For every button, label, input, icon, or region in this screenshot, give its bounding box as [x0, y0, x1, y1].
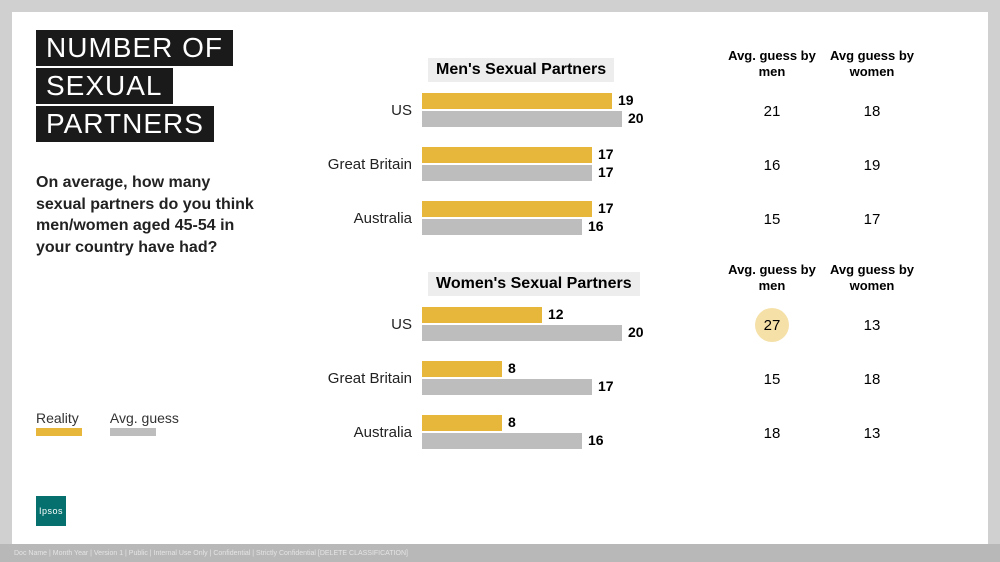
guess-value: 18 — [822, 84, 922, 138]
title-line-2: SEXUAL — [36, 68, 173, 104]
guess-col-men: Avg. guess by men 27 1518 — [722, 262, 822, 460]
row-label: Great Britain — [302, 156, 422, 173]
bar-group: 8 17 — [422, 359, 632, 397]
guess-value: 18 — [822, 352, 922, 406]
legend-reality-swatch — [36, 428, 82, 436]
bar-reality: 19 — [422, 93, 612, 109]
legend: Reality Avg. guess — [36, 410, 203, 436]
title-line-3: PARTNERS — [36, 106, 214, 142]
guess-col-women: Avg guess by women181917 — [822, 48, 922, 246]
highlight-circle: 27 — [755, 308, 789, 342]
bar-value: 19 — [618, 92, 634, 108]
legend-guess-label: Avg. guess — [110, 410, 179, 426]
bar-value: 17 — [598, 200, 614, 216]
chart-title: Men's Sexual Partners — [428, 58, 614, 82]
bar-reality: 12 — [422, 307, 542, 323]
bar-value: 8 — [508, 414, 516, 430]
bar-group: 8 16 — [422, 413, 632, 451]
bar-value: 16 — [588, 218, 604, 234]
guess-value: 15 — [722, 352, 822, 406]
guess-value: 13 — [822, 406, 922, 460]
legend-reality: Reality — [36, 410, 82, 436]
bar-value: 20 — [628, 110, 644, 126]
guess-value: 13 — [822, 298, 922, 352]
chart-row: US1220 — [302, 300, 640, 348]
bar-value: 8 — [508, 360, 516, 376]
bar-group: 12 20 — [422, 305, 632, 343]
bar-value: 12 — [548, 306, 564, 322]
row-label: US — [302, 316, 422, 333]
ipsos-logo: Ipsos — [36, 496, 66, 526]
guess-col-header: Avg. guess by men — [722, 48, 822, 84]
guess-col-women: Avg guess by women131813 — [822, 262, 922, 460]
guess-value: 16 — [722, 138, 822, 192]
legend-guess: Avg. guess — [110, 410, 179, 436]
bar-reality: 8 — [422, 361, 502, 377]
guess-columns-1: Avg. guess by men271518Avg guess by wome… — [722, 262, 922, 460]
bar-reality: 8 — [422, 415, 502, 431]
row-label: Australia — [302, 424, 422, 441]
row-label: Great Britain — [302, 370, 422, 387]
title-line-1: NUMBER OF — [36, 30, 233, 66]
footer-bar: Doc Name | Month Year | Version 1 | Publ… — [0, 544, 1000, 562]
chart-title: Women's Sexual Partners — [428, 272, 640, 296]
chart-row: Australia816 — [302, 408, 640, 456]
bar-reality: 17 — [422, 147, 592, 163]
legend-guess-swatch — [110, 428, 156, 436]
bar-guess: 16 — [422, 433, 582, 449]
chart-0: Men's Sexual PartnersUS1920Great Britain… — [302, 58, 632, 248]
guess-col-header: Avg. guess by men — [722, 262, 822, 298]
bar-value: 20 — [628, 324, 644, 340]
bar-group: 1920 — [422, 91, 632, 129]
bar-guess: 16 — [422, 219, 582, 235]
chart-row: Australia1716 — [302, 194, 632, 242]
bar-group: 1717 — [422, 145, 632, 183]
row-label: Australia — [302, 210, 422, 227]
guess-value: 21 — [722, 84, 822, 138]
bar-value: 17 — [598, 378, 614, 394]
bar-guess: 20 — [422, 325, 622, 341]
bar-reality: 17 — [422, 201, 592, 217]
guess-col-men: Avg. guess by men211615 — [722, 48, 822, 246]
row-label: US — [302, 102, 422, 119]
guess-col-header: Avg guess by women — [822, 48, 922, 84]
footer-text: Doc Name | Month Year | Version 1 | Publ… — [14, 550, 408, 557]
bar-value: 17 — [598, 164, 614, 180]
guess-value: 19 — [822, 138, 922, 192]
bar-value: 17 — [598, 146, 614, 162]
bar-guess: 20 — [422, 111, 622, 127]
slide: NUMBER OF SEXUAL PARTNERS On average, ho… — [12, 12, 988, 544]
chart-1: Women's Sexual PartnersUS1220Great Brita… — [302, 272, 640, 462]
guess-columns-0: Avg. guess by men211615Avg guess by wome… — [722, 48, 922, 246]
chart-row: Great Britain1717 — [302, 140, 632, 188]
bar-guess: 17 — [422, 165, 592, 181]
title-block: NUMBER OF SEXUAL PARTNERS — [36, 30, 233, 144]
guess-value: 15 — [722, 192, 822, 246]
legend-reality-label: Reality — [36, 410, 79, 426]
subtitle-text: On average, how many sexual partners do … — [36, 172, 256, 258]
bar-value: 16 — [588, 432, 604, 448]
chart-row: Great Britain817 — [302, 354, 640, 402]
bar-guess: 17 — [422, 379, 592, 395]
bar-group: 1716 — [422, 199, 632, 237]
chart-row: US1920 — [302, 86, 632, 134]
guess-value: 18 — [722, 406, 822, 460]
guess-value: 17 — [822, 192, 922, 246]
guess-value: 27 — [722, 298, 822, 352]
guess-col-header: Avg guess by women — [822, 262, 922, 298]
